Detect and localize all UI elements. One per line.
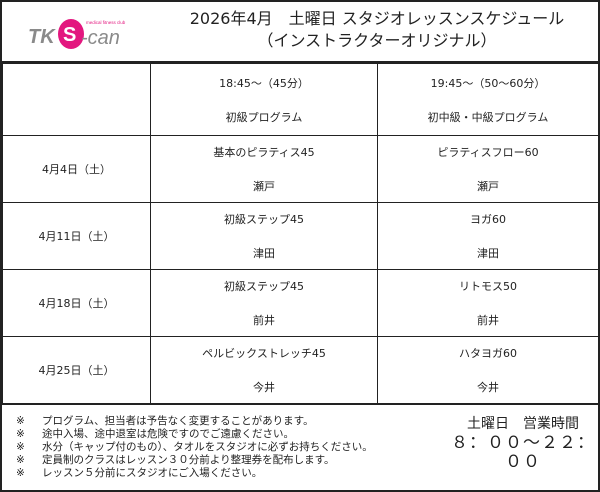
table-row: 4月4日（土） 基本のピラティス45 瀬戸 ピラティスフロー60 瀬戸 [2, 135, 599, 203]
table-header-row: 18:45～（45分） 初級プログラム 19:45～（50～60分） 初中級・中級プ… [2, 63, 599, 136]
table-row: 4月25日（土） ペルビックストレッチ45 今井 ハタヨガ60 今井 [2, 336, 599, 404]
column-header: 18:45～（45分） 初級プログラム [150, 63, 378, 136]
page-title: 2026年4月 土曜日 スタジオレッスンスケジュール （インストラクターオリジナ… [189, 9, 565, 50]
date-cell: 4月11日（土） [2, 202, 151, 270]
note-item: ※ レッスン５分前にスタジオにご入場ください。 [16, 467, 263, 479]
lesson-cell: ペルビックストレッチ45 今井 [150, 336, 378, 404]
date-cell: 4月4日（土） [2, 135, 151, 203]
corner-cell [2, 63, 151, 136]
schedule-table: 18:45～（45分） 初級プログラム 19:45～（50～60分） 初中級・中級プ… [2, 63, 599, 404]
date-cell: 4月25日（土） [2, 336, 151, 404]
svg-text:TK: TK [28, 26, 56, 48]
table-row: 4月18日（土） 初級ステップ45 前井 リトモス50 前井 [2, 269, 599, 337]
notes-list: ※ プログラム、担当者は予告なく変更することがあります。 ※ 途中入場、途中退室は危… [16, 415, 373, 480]
lesson-cell: 初級ステップ45 津田 [150, 202, 378, 270]
svg-text:-can: -can [81, 27, 120, 49]
date-cell: 4月18日（土） [2, 269, 151, 337]
table-row: 4月11日（土） 初級ステップ45 津田 ヨガ60 津田 [2, 202, 599, 270]
note-item: ※ 水分（キャップ付のもの）、タオルをスタジオに必ずお持ちください。 [16, 441, 373, 453]
svg-text:S: S [63, 24, 76, 46]
svg-text:medical fitness club: medical fitness club [86, 20, 126, 25]
lesson-cell: リトモス50 前井 [377, 269, 599, 337]
note-item: ※ 途中入場、途中退室は危険ですのでご遠慮ください。 [16, 428, 294, 440]
lesson-cell: 初級ステップ45 前井 [150, 269, 378, 337]
tk-scan-logo: TK S -can medical fitness club [28, 19, 126, 49]
footer: ※ プログラム、担当者は予告なく変更することがあります。 ※ 途中入場、途中退室は危… [2, 403, 598, 490]
business-hours: 土曜日 営業時間 ８：００～２２：００ [451, 416, 595, 472]
lesson-cell: ヨガ60 津田 [377, 202, 599, 270]
lesson-cell: ピラティスフロー60 瀬戸 [377, 135, 599, 203]
header: TK S -can medical fitness club 2026年4月 土… [2, 2, 598, 63]
note-item: ※ 定員制のクラスはレッスン３０分前より整理券を配布します。 [16, 454, 335, 466]
note-item: ※ プログラム、担当者は予告なく変更することがあります。 [16, 415, 314, 427]
column-header: 19:45～（50～60分） 初中級・中級プログラム [377, 63, 599, 136]
lesson-cell: 基本のピラティス45 瀬戸 [150, 135, 378, 203]
lesson-cell: ハタヨガ60 今井 [377, 336, 599, 404]
